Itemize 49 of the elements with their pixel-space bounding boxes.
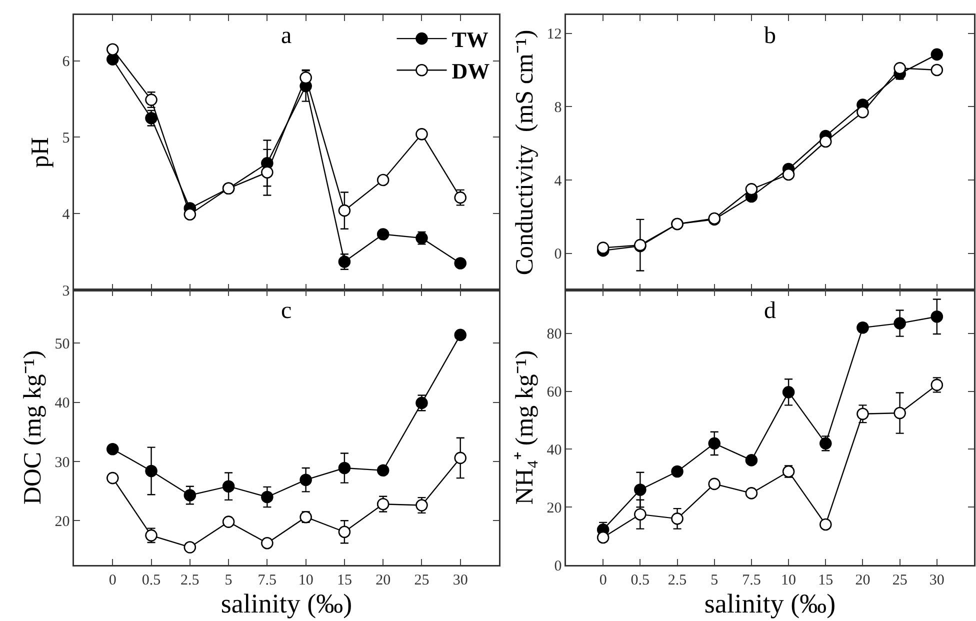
y-tick-label: 4 — [554, 173, 562, 190]
chart-title: a — [281, 23, 292, 49]
chart-title: b — [764, 23, 776, 49]
y-tick-label: 8 — [554, 100, 562, 116]
x-tick-label: 15 — [818, 572, 834, 588]
chart-title: c — [281, 298, 292, 324]
x-tick-label: 25 — [414, 572, 430, 588]
x-tick-label: 10 — [298, 572, 314, 588]
y-tick-label: 20 — [546, 500, 562, 516]
y-tick-label: 60 — [546, 384, 562, 401]
y-tick-label: 80 — [546, 326, 562, 343]
x-tick-label: 0 — [108, 572, 116, 588]
y-tick-label: 0 — [554, 558, 562, 574]
y-tick-label: 30 — [54, 454, 70, 471]
y-axis-title: Conductivity (mS cm⁻¹) — [512, 30, 539, 276]
y-tick-label: 4 — [62, 206, 70, 223]
x-tick-label: 10 — [781, 572, 796, 588]
x-tick-label: 7.5 — [742, 572, 761, 588]
y-tick-label: 3 — [62, 283, 70, 300]
legend-label: DW — [452, 58, 490, 84]
x-tick-label: 2.5 — [180, 572, 200, 588]
y-tick-label: 6 — [62, 54, 70, 70]
x-tick-label: 0.5 — [630, 572, 650, 588]
x-tick-label: 2.5 — [668, 572, 687, 588]
y-axis-title: NH₄⁺ (mg kg⁻¹) — [512, 350, 539, 505]
y-tick-label: 0 — [554, 246, 562, 263]
x-tick-label: 20 — [376, 572, 391, 588]
x-axis-title: salinity (‰) — [220, 588, 352, 618]
x-tick-label: 5 — [224, 572, 232, 588]
y-tick-label: 40 — [54, 396, 70, 412]
x-tick-label: 15 — [336, 572, 352, 588]
y-axis-title: DOC (mg kg⁻¹) — [20, 350, 47, 505]
x-tick-label: 30 — [452, 572, 468, 588]
y-axis-title: pH — [27, 137, 54, 168]
x-tick-label: 5 — [710, 572, 718, 588]
chart-title: d — [764, 298, 776, 324]
y-tick-label: 40 — [546, 442, 562, 458]
x-axis-title: salinity (‰) — [704, 588, 836, 618]
x-tick-label: 0.5 — [142, 572, 161, 588]
x-tick-label: 25 — [892, 572, 908, 588]
x-tick-label: 20 — [855, 572, 870, 588]
x-tick-label: 0 — [599, 572, 607, 588]
y-tick-label: 12 — [546, 26, 562, 43]
legend-label: TW — [452, 27, 488, 52]
y-tick-label: 5 — [62, 130, 70, 146]
x-tick-label: 7.5 — [258, 572, 277, 588]
y-tick-label: 50 — [54, 336, 70, 352]
x-tick-label: 30 — [929, 572, 944, 588]
y-tick-label: 20 — [54, 514, 70, 530]
